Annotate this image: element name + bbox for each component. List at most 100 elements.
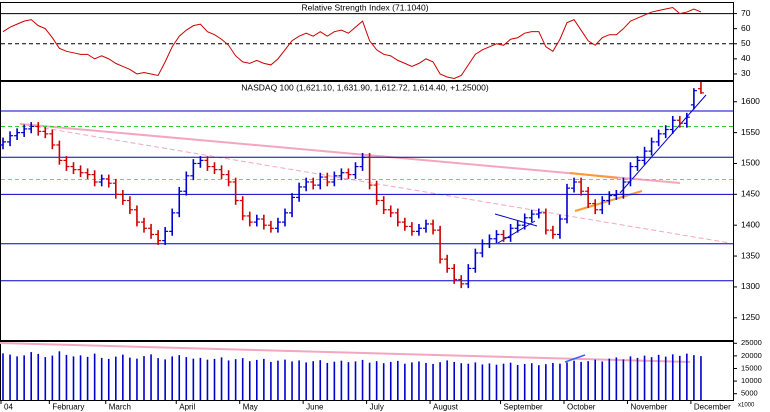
volume-bar	[509, 362, 512, 400]
volume-bar	[270, 361, 272, 400]
volume-bar	[559, 363, 561, 400]
volume-bar	[129, 357, 131, 400]
y-tick-label: 25000	[741, 338, 762, 347]
trend-line	[569, 172, 619, 179]
y-tick-label: 1500	[741, 158, 760, 168]
volume-bar	[178, 355, 181, 400]
trend-line	[494, 213, 538, 227]
volume-bar	[185, 357, 188, 400]
x-tick-label: March	[109, 403, 131, 412]
volume-bar	[93, 353, 96, 400]
volume-bar	[453, 361, 455, 400]
volume-bar	[277, 360, 279, 400]
volume-bar	[615, 357, 618, 400]
trend-line	[0, 342, 691, 363]
volume-bar	[671, 354, 674, 400]
volume-bar	[2, 353, 4, 400]
volume-bar	[206, 359, 209, 400]
x-tick-label: December	[694, 403, 731, 412]
volume-bar	[552, 362, 554, 400]
volume-bar	[115, 356, 117, 400]
y-tick-label: 20000	[741, 351, 762, 360]
volume-bar	[9, 354, 11, 400]
volume-bar	[37, 353, 40, 400]
volume-bar	[566, 362, 568, 400]
rsi-frame	[0, 2, 734, 81]
y-tick-label: 70	[741, 8, 751, 18]
volume-bar	[502, 363, 505, 400]
volume-bar	[171, 356, 173, 400]
volume-bar	[326, 362, 329, 400]
volume-bar	[107, 358, 110, 400]
volume-bar	[312, 361, 314, 400]
volume-bar	[136, 358, 138, 400]
volume-bar	[340, 360, 343, 400]
volume-bar	[418, 361, 420, 400]
volume-bar	[100, 357, 103, 400]
y-tick-label: 1400	[741, 219, 760, 229]
volume-bar	[30, 352, 32, 400]
volume-bar	[248, 361, 251, 400]
volume-bar	[51, 355, 54, 400]
volume-bar	[530, 363, 533, 400]
volume-bar	[397, 360, 399, 400]
volume-bar	[44, 357, 47, 400]
y-tick-label: 1350	[741, 250, 760, 260]
volume-bar	[650, 357, 653, 400]
volume-bar	[213, 358, 216, 400]
volume-bar	[686, 353, 688, 400]
y-tick-label: 15000	[741, 363, 762, 372]
volume-bar	[700, 356, 702, 400]
volume-bar	[284, 359, 286, 400]
volume-bar	[65, 354, 68, 400]
volume-bar	[389, 361, 392, 400]
volume-bar	[23, 355, 25, 400]
volume-unit: x1000	[738, 403, 755, 409]
y-tick-label: 1600	[741, 96, 760, 106]
y-tick-label: 40	[741, 53, 751, 63]
volume-bar	[305, 362, 307, 400]
volume-bar	[58, 351, 61, 400]
x-tick-label: April	[179, 403, 195, 412]
volume-bar	[608, 358, 611, 400]
volume-bar	[150, 354, 152, 400]
volume-bar	[143, 356, 145, 400]
y-tick-label: 30	[741, 68, 751, 78]
y-tick-label: 50	[741, 38, 751, 48]
volume-bar	[446, 360, 448, 400]
volume-bar	[573, 360, 575, 400]
trend-line	[619, 94, 707, 194]
volume-bar	[234, 359, 237, 400]
volume-bar	[523, 363, 526, 400]
volume-bar	[693, 355, 695, 400]
volume-bar	[411, 362, 413, 400]
volume-bar	[347, 362, 350, 400]
volume-bar	[439, 362, 441, 400]
x-tick-label: September	[504, 403, 543, 412]
volume-bar	[122, 354, 124, 400]
volume-bar	[404, 363, 406, 400]
volume-bar	[481, 364, 484, 400]
volume-bar	[622, 359, 625, 400]
volume-bar	[157, 358, 159, 400]
volume-bar	[545, 364, 547, 400]
x-tick-label: 04	[4, 403, 13, 412]
volume-bar	[192, 358, 195, 400]
y-tick-label: 5000	[741, 389, 758, 398]
x-tick-label: August	[433, 403, 459, 412]
x-tick-label: June	[306, 403, 324, 412]
volume-bar	[291, 361, 293, 400]
volume-bar	[643, 355, 646, 400]
volume-bar	[629, 356, 632, 400]
y-tick-label: 1250	[741, 312, 760, 322]
volume-bar	[460, 363, 463, 400]
y-tick-label: 60	[741, 23, 751, 33]
x-tick-label: November	[630, 403, 667, 412]
volume-bar	[361, 359, 364, 400]
y-tick-label: 1300	[741, 281, 760, 291]
volume-bar	[538, 365, 540, 400]
volume-bar	[425, 362, 427, 400]
volume-bar	[354, 361, 357, 400]
volume-bar	[657, 354, 660, 400]
